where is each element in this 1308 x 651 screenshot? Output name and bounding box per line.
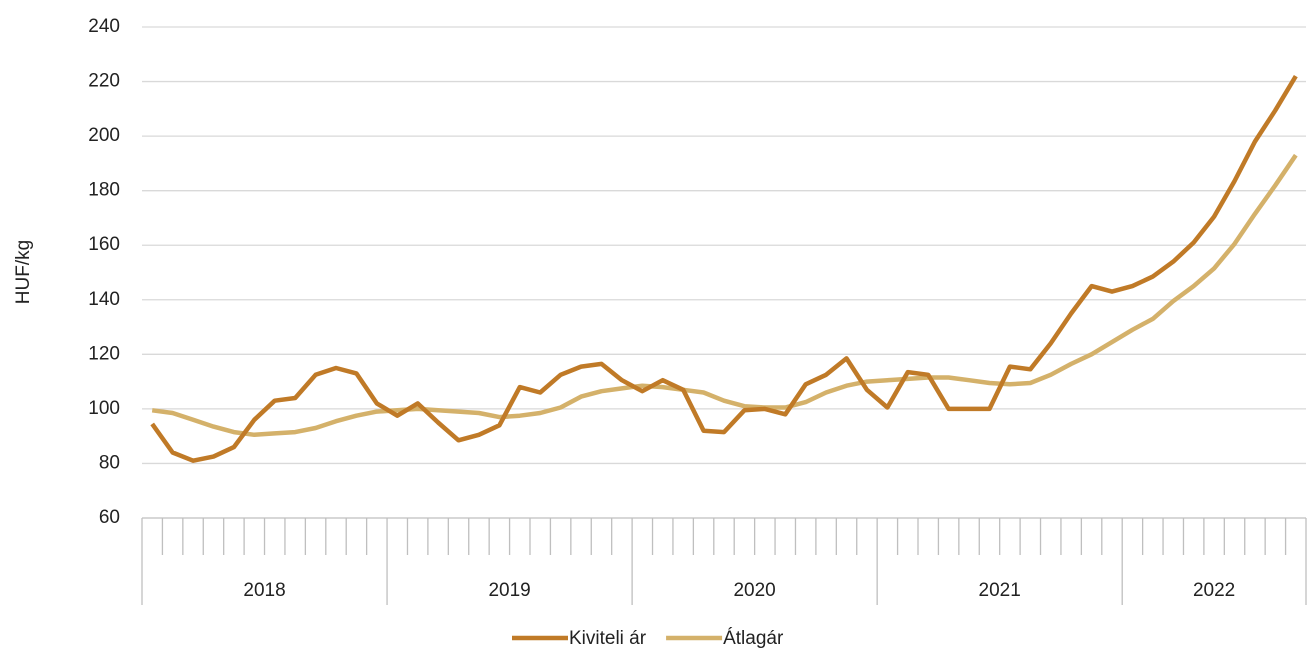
x-group-label: 2022 <box>1193 580 1235 601</box>
y-tick-label: 100 <box>88 398 120 419</box>
line-series <box>151 153 1298 438</box>
y-tick-label: 200 <box>88 125 120 146</box>
x-group-label: 2019 <box>488 580 530 601</box>
legend-label: Kiviteli ár <box>569 628 647 649</box>
x-group-label: 2020 <box>733 580 775 601</box>
y-axis-title: HUF/kg <box>13 240 34 304</box>
y-tick-label: 60 <box>99 507 120 528</box>
y-tick-label: 160 <box>88 234 120 255</box>
y-tick-label: 80 <box>99 452 120 473</box>
x-group-label: 2018 <box>243 580 285 601</box>
x-group-label: 2021 <box>979 580 1021 601</box>
line-series <box>150 74 1298 463</box>
legend-label: Átlagár <box>723 628 784 649</box>
y-tick-label: 140 <box>88 289 120 310</box>
y-tick-label: 240 <box>88 16 120 37</box>
y-tick-label: 120 <box>88 343 120 364</box>
y-tick-label: 220 <box>88 71 120 92</box>
y-tick-label: 180 <box>88 180 120 201</box>
